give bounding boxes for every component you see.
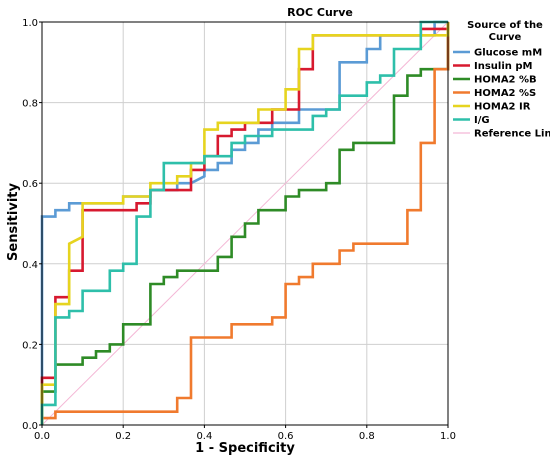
series-line-homa2-ir [40,22,450,425]
legend-item-label: I/G [474,115,490,126]
legend-item-label: HOMA2 IR [474,102,531,113]
x-tick-label: 0.2 [115,431,131,442]
y-tick-label: 1.0 [22,18,38,29]
y-axis-label: Sensitivity [6,183,21,261]
legend-title: Source of the [467,20,543,31]
x-tick-label: 0.6 [278,431,294,442]
y-tick-label: 0.0 [22,421,38,432]
plot-frame [41,21,449,426]
y-tick-label: 0.6 [22,179,38,190]
x-tick-label: 0.4 [196,431,212,442]
series-layer [40,20,450,426]
y-tick-label: 0.4 [22,260,38,271]
axis-ticks: 0.0 0.2 0.4 0.6 0.8 1.0 0.0 0.2 0.4 0.6 0.8 1.0 [22,18,456,442]
y-tick-label: 0.8 [22,99,38,110]
y-tick-label: 0.2 [22,340,38,351]
legend-title: Curve [489,32,522,43]
series-line-i-g [40,20,448,425]
x-tick-label: 1.0 [440,431,456,442]
series-line-homa2-b [40,22,450,425]
legend-item-label: HOMA2 %B [474,75,537,86]
x-tick-label: 0.0 [34,431,50,442]
legend-item-label: Reference Line [474,129,550,140]
legend-item-label: HOMA2 %S [474,88,536,99]
legend-item-label: Glucose mM [474,48,542,59]
x-tick-label: 0.8 [359,431,375,442]
chart-title: ROC Curve [287,6,353,19]
series-line-homa2-s [40,22,450,425]
legend-item-label: Insulin pM [474,61,533,72]
x-axis-label: 1 - Specificity [195,441,295,456]
